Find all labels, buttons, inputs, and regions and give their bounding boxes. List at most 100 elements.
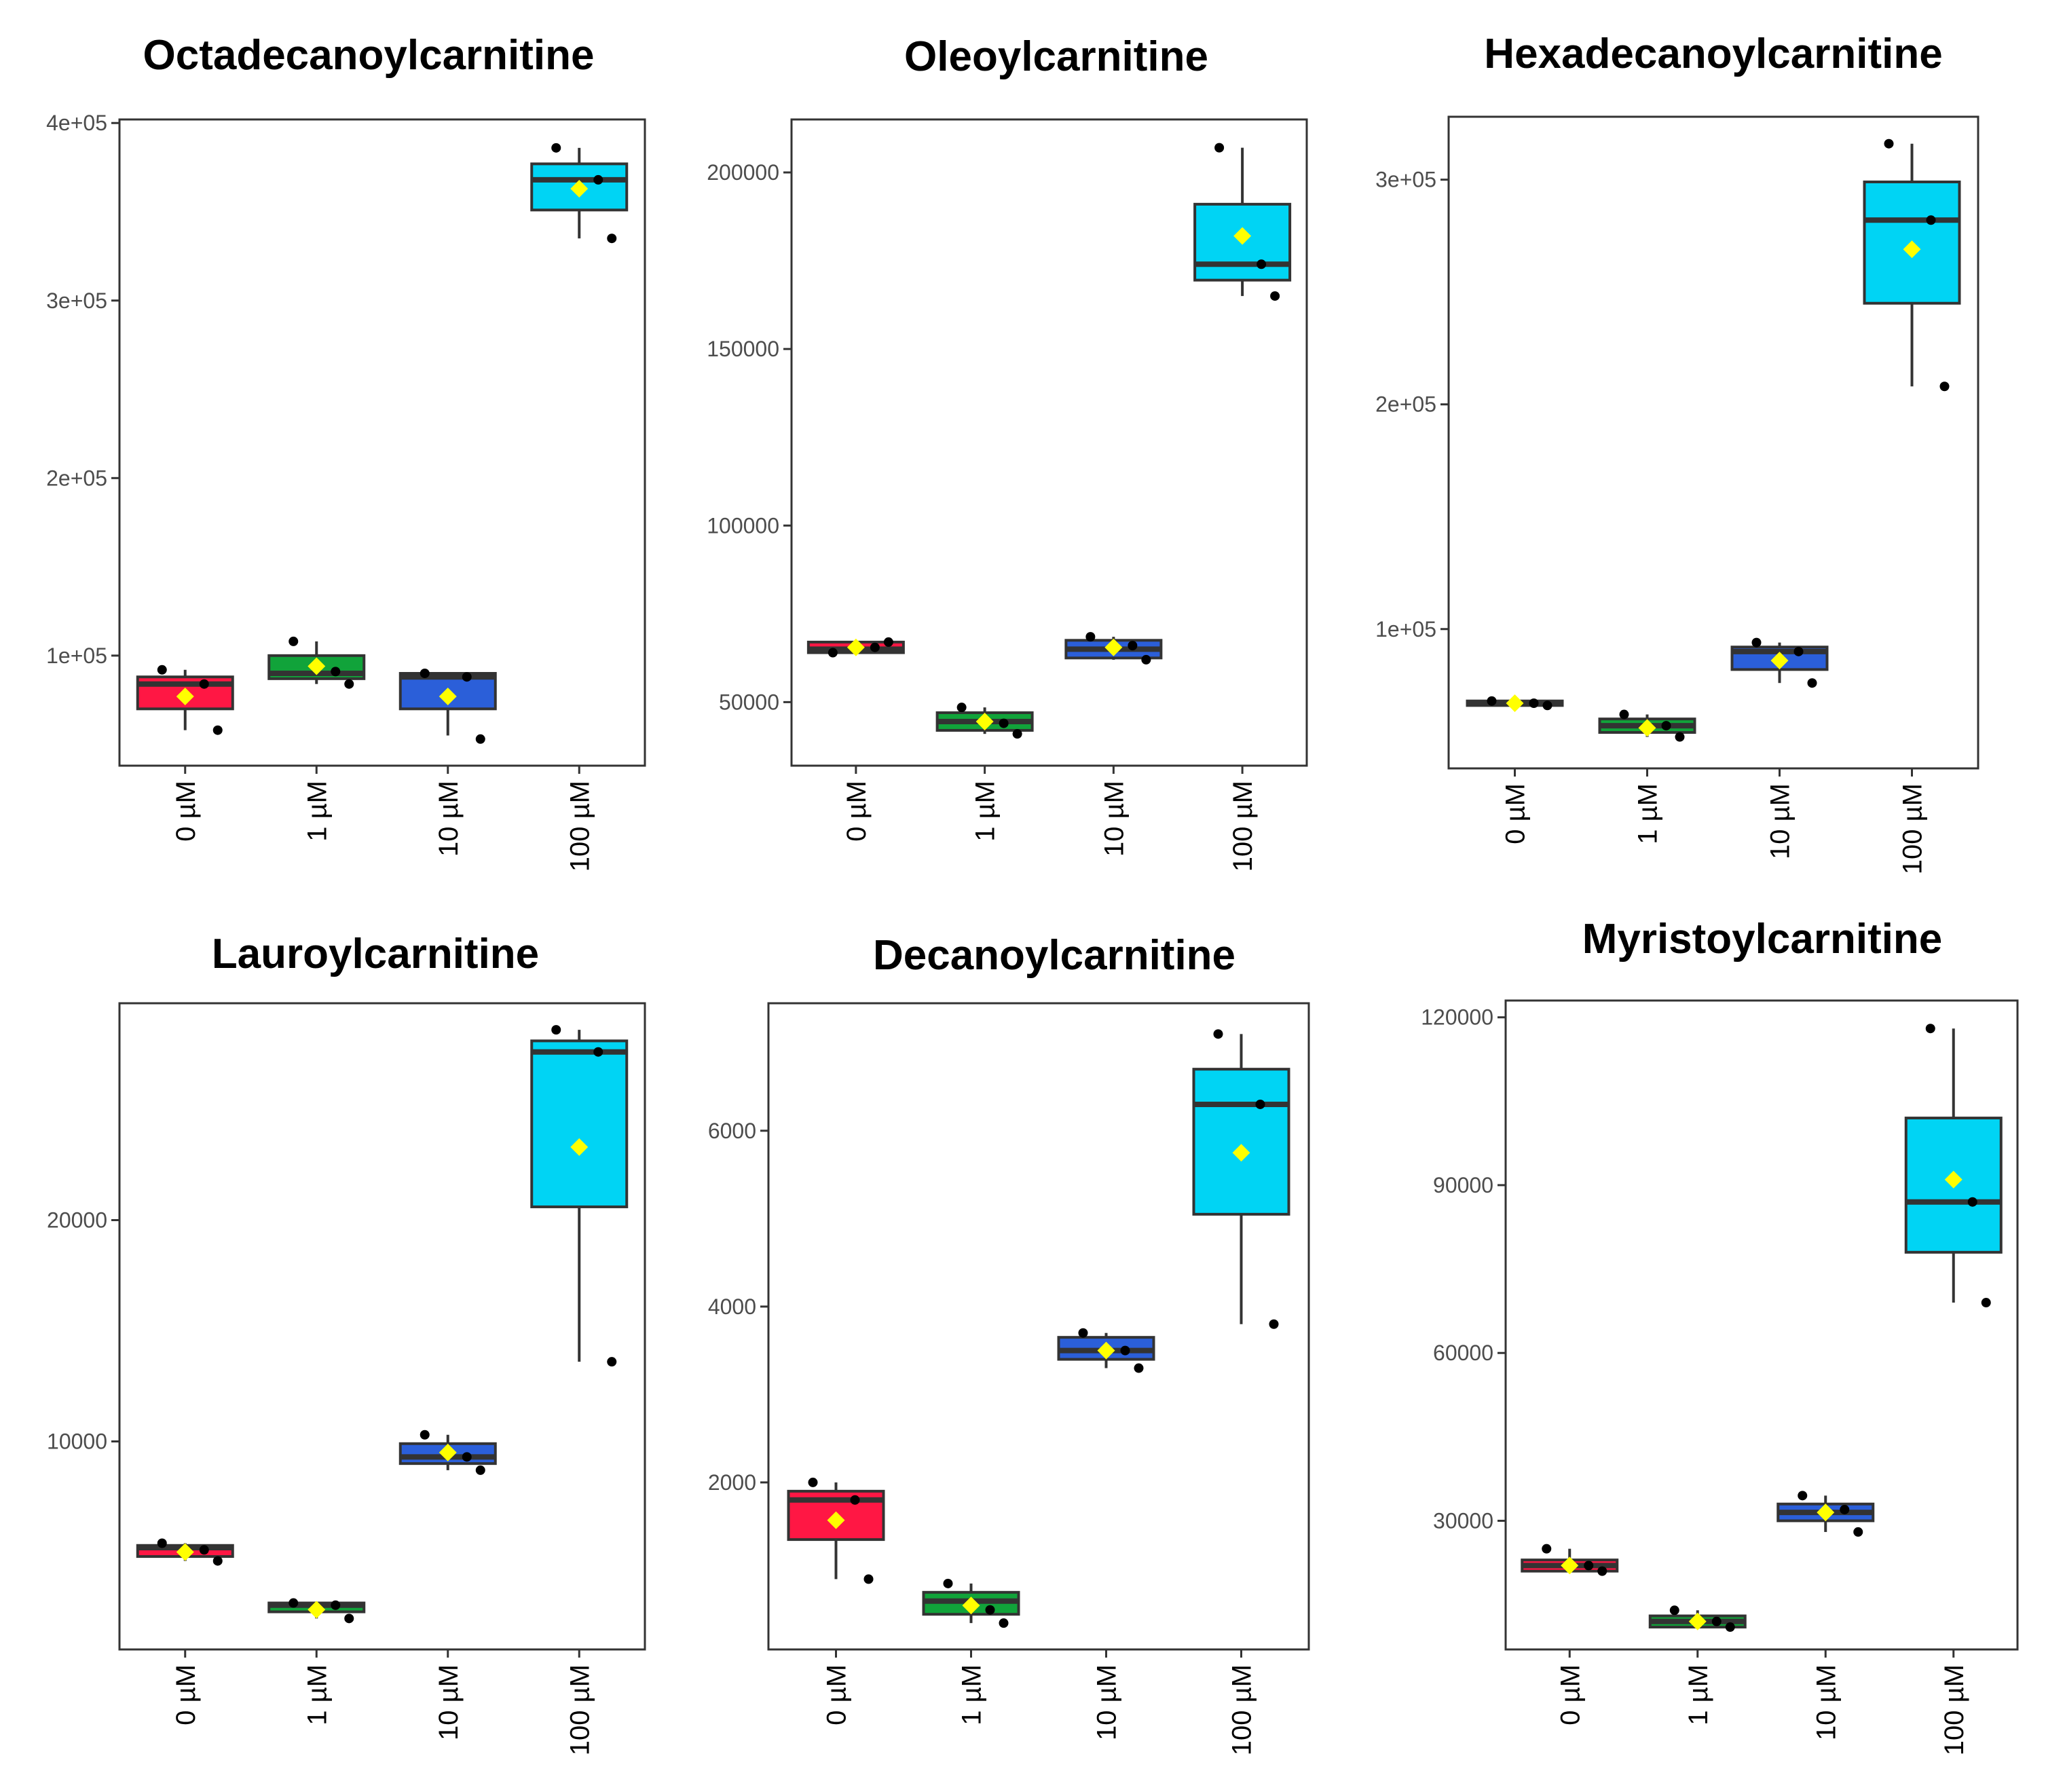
data-point xyxy=(999,1618,1009,1628)
box-10m xyxy=(1730,637,1829,688)
box-1m xyxy=(1598,709,1696,742)
data-point xyxy=(593,1047,603,1057)
x-tick-label: 0 µM xyxy=(171,1664,201,1725)
x-tick-label: 1 µM xyxy=(1633,783,1663,844)
y-tick-label: 1e+05 xyxy=(1375,617,1436,641)
box-0m xyxy=(136,665,234,735)
panel-oleoylcarnitine: Oleoylcarnitine 50000 100000 150000 200000 0 … xyxy=(707,33,1308,872)
x-tick-label: 1 µM xyxy=(957,1664,987,1725)
box-1m xyxy=(267,636,366,689)
data-point xyxy=(1798,1491,1808,1501)
y-tick-label: 90000 xyxy=(1433,1173,1493,1197)
data-point xyxy=(870,642,880,652)
mean-marker xyxy=(570,1138,589,1156)
box-10m xyxy=(398,669,497,744)
x-tick-label: 100 µM xyxy=(565,1664,595,1755)
box-100m xyxy=(530,1025,629,1367)
y-tick-label: 2e+05 xyxy=(46,466,107,490)
data-point xyxy=(1213,1029,1223,1039)
box-0m xyxy=(1521,1544,1619,1576)
data-point xyxy=(462,672,472,682)
x-tick-label: 0 µM xyxy=(171,781,201,842)
x-tick-label: 100 µM xyxy=(1898,783,1928,874)
data-point xyxy=(1751,637,1762,648)
mean-marker xyxy=(975,712,994,730)
mean-marker xyxy=(439,688,457,705)
mean-marker xyxy=(1688,1612,1707,1630)
data-point xyxy=(1793,646,1804,656)
box-100m xyxy=(1904,1024,2003,1308)
y-tick-label: 6000 xyxy=(708,1119,756,1143)
box-body xyxy=(530,1039,629,1208)
data-point xyxy=(157,665,167,675)
data-point xyxy=(1542,701,1552,711)
y-tick-label: 2000 xyxy=(708,1470,756,1495)
mean-marker xyxy=(176,1543,194,1561)
data-point xyxy=(850,1495,860,1505)
box-0m xyxy=(806,637,905,658)
y-tick-label: 3e+05 xyxy=(46,288,107,313)
data-point xyxy=(1619,709,1629,720)
data-point xyxy=(1661,721,1671,731)
mean-marker xyxy=(1097,1341,1115,1360)
box-100m xyxy=(530,143,629,244)
data-point xyxy=(1725,1622,1735,1632)
data-point xyxy=(808,1477,818,1487)
data-point xyxy=(827,648,838,658)
mean-marker xyxy=(847,638,865,656)
panel-octadecanoylcarnitine: Octadecanoylcarnitine 1e+05 2e+05 3e+05 4e+0… xyxy=(46,32,646,872)
x-tick-label: 100 µM xyxy=(1227,1664,1257,1755)
mean-marker xyxy=(1944,1170,1963,1189)
y-tick-label: 150000 xyxy=(707,337,779,361)
data-point xyxy=(420,1430,430,1440)
x-tick-label: 100 µM xyxy=(1939,1664,1969,1755)
data-point xyxy=(420,669,430,678)
y-tick-label: 200000 xyxy=(707,160,779,185)
data-point xyxy=(289,1598,299,1608)
y-tick-label: 120000 xyxy=(1421,1005,1493,1030)
data-point xyxy=(344,1613,354,1624)
data-point xyxy=(1669,1605,1679,1616)
data-point xyxy=(985,1605,995,1615)
mean-marker xyxy=(1104,638,1123,656)
box-1m xyxy=(935,703,1034,739)
data-point xyxy=(1840,1504,1850,1514)
data-point xyxy=(1269,1319,1279,1329)
y-tick-label: 4e+05 xyxy=(46,111,107,135)
data-point xyxy=(1981,1298,1991,1308)
mean-marker xyxy=(570,180,589,198)
panel-title: Decanoylcarnitine xyxy=(873,932,1235,979)
panel-title: Lauroylcarnitine xyxy=(212,931,539,977)
mean-marker xyxy=(439,1443,457,1461)
y-tick-label: 100000 xyxy=(707,513,779,538)
box-10m xyxy=(1057,1328,1155,1373)
panel-decanoylcarnitine: Decanoylcarnitine 2000 4000 6000 0 µM 1 µM 10 … xyxy=(708,932,1310,1755)
panel-title: Octadecanoylcarnitine xyxy=(143,32,594,79)
data-point xyxy=(157,1538,167,1548)
data-point xyxy=(289,636,299,646)
data-point xyxy=(956,703,967,713)
plot-frame xyxy=(118,118,646,767)
x-tick-label: 10 µM xyxy=(1766,783,1796,859)
mean-marker xyxy=(1638,719,1656,737)
data-point xyxy=(1807,678,1817,688)
x-tick-label: 1 µM xyxy=(302,781,332,842)
data-point xyxy=(863,1574,874,1584)
data-point xyxy=(462,1452,472,1462)
data-point xyxy=(1597,1566,1607,1576)
data-point xyxy=(331,667,341,677)
mean-marker xyxy=(1561,1556,1579,1575)
data-point xyxy=(1270,291,1280,301)
data-point xyxy=(593,174,603,185)
data-point xyxy=(1939,381,1950,392)
mean-marker xyxy=(308,1601,326,1619)
data-point xyxy=(1085,632,1096,642)
data-point xyxy=(212,1556,223,1566)
x-tick-label: 10 µM xyxy=(1092,1664,1122,1740)
box-1m xyxy=(1648,1605,1747,1632)
data-point xyxy=(475,1465,485,1475)
x-tick-label: 100 µM xyxy=(565,781,595,872)
mean-marker xyxy=(1770,652,1789,670)
panel-title: Myristoylcarnitine xyxy=(1582,916,1943,963)
box-100m xyxy=(1193,143,1292,301)
